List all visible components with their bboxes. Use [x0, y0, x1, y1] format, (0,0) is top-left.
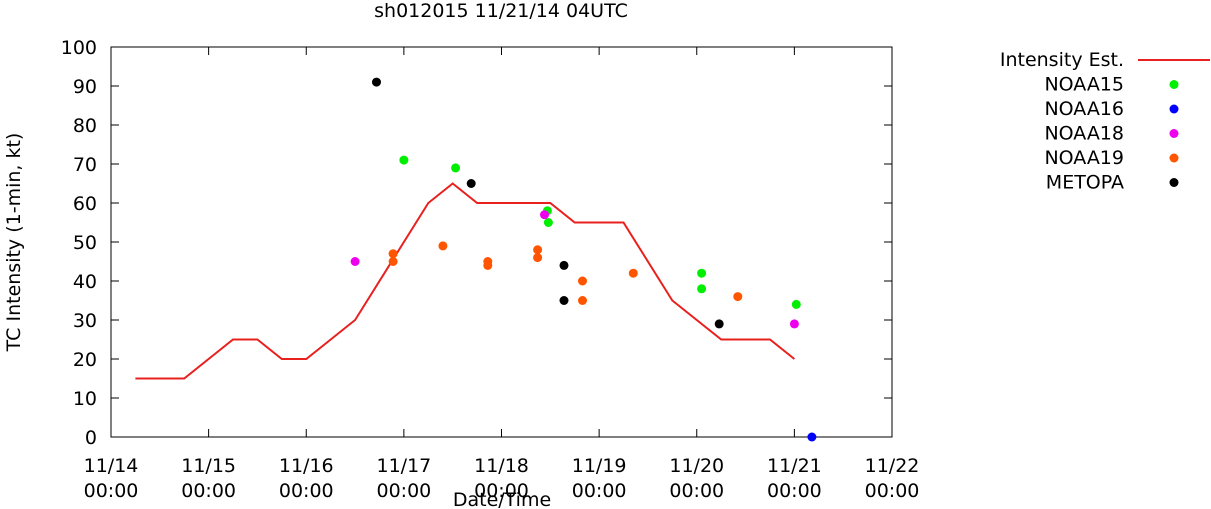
x-tick-label-time: 00:00	[84, 480, 139, 502]
x-tick-label-date: 11/19	[572, 455, 627, 477]
legend-label-intensity-est: Intensity Est.	[1000, 49, 1124, 71]
legend-label-noaa15: NOAA15	[1044, 74, 1124, 96]
y-tick-label: 90	[73, 76, 97, 98]
noaa15-point	[399, 155, 409, 165]
legend-swatch-noaa15	[1169, 80, 1179, 89]
noaa18-point	[789, 319, 799, 329]
x-tick-label-time: 00:00	[474, 480, 529, 502]
y-tick-label: 100	[61, 37, 97, 59]
noaa19-point	[483, 260, 493, 270]
legend-label-noaa16: NOAA16	[1044, 98, 1124, 120]
x-tick-label-time: 00:00	[376, 480, 431, 502]
y-tick-label: 40	[73, 271, 97, 293]
y-tick-label: 70	[73, 154, 97, 176]
x-tick-label-date: 11/21	[767, 455, 822, 477]
noaa19-point	[388, 257, 398, 266]
x-axis: 11/14 00:00 11/15 00:00 11/16 00:00 11/17 00:00…	[84, 47, 920, 502]
metopa-point	[559, 260, 569, 270]
noaa19-point	[388, 249, 398, 259]
metopa-point	[466, 179, 476, 188]
legend-label-noaa18: NOAA18	[1044, 123, 1124, 145]
intensity-line-layer	[135, 182, 796, 380]
x-axis-label: Date/Time	[453, 489, 551, 509]
noaa19-point	[438, 241, 448, 251]
metopa-point	[714, 319, 724, 329]
x-tick-label-date: 11/22	[865, 455, 920, 477]
y-tick-label: 0	[85, 427, 97, 449]
legend-swatch-noaa19	[1169, 153, 1179, 163]
noaa15-point	[697, 284, 707, 294]
x-tick-label-date: 11/17	[376, 455, 431, 477]
x-tick-label-time: 00:00	[181, 480, 236, 502]
satellite-points-layer	[350, 77, 817, 442]
intensity-estimate-line	[135, 182, 796, 380]
chart-title: sh012015 11/21/14 04UTC	[374, 0, 628, 22]
x-tick-label-date: 11/18	[474, 455, 529, 477]
noaa15-point	[543, 218, 553, 227]
y-tick-label: 20	[73, 349, 97, 371]
x-tick-label-time: 00:00	[865, 480, 920, 502]
noaa19-point	[628, 268, 638, 278]
noaa18-point	[350, 257, 360, 266]
noaa19-point	[733, 292, 743, 302]
x-tick-label-date: 11/14	[84, 455, 139, 477]
legend-swatch-metopa	[1169, 178, 1179, 187]
metopa-point	[372, 77, 381, 87]
noaa15-point	[697, 268, 707, 278]
legend-swatch-noaa16	[1169, 104, 1179, 114]
noaa19-point	[578, 296, 587, 305]
y-axis-label: TC Intensity (1-min, kt)	[3, 133, 25, 353]
y-tick-label: 50	[73, 232, 97, 254]
y-tick-label: 60	[73, 193, 97, 215]
x-tick-label-time: 00:00	[767, 480, 822, 502]
metopa-point	[559, 296, 569, 305]
noaa19-point	[533, 245, 543, 255]
noaa15-point	[451, 163, 461, 173]
noaa19-point	[533, 253, 543, 263]
y-axis: 0 10 20 30 40 50 60 70 80 90 100	[61, 37, 892, 449]
noaa15-point	[791, 299, 801, 309]
x-tick-label-date: 11/16	[279, 455, 334, 477]
y-tick-label: 10	[73, 388, 97, 410]
x-tick-label-time: 00:00	[669, 480, 724, 502]
y-tick-label: 80	[73, 115, 97, 137]
legend-label-metopa: METOPA	[1046, 172, 1124, 194]
y-tick-label: 30	[73, 310, 97, 332]
x-tick-label-time: 00:00	[572, 480, 627, 502]
x-tick-label-time: 00:00	[279, 480, 334, 502]
x-tick-label-date: 11/15	[181, 455, 236, 477]
legend-swatch-noaa18	[1169, 129, 1179, 138]
x-tick-label-date: 11/20	[669, 455, 724, 477]
noaa18-point	[540, 210, 549, 220]
legend-label-noaa19: NOAA19	[1044, 147, 1124, 169]
noaa16-point	[807, 432, 817, 442]
plot-frame	[110, 46, 893, 438]
noaa19-point	[578, 276, 587, 286]
